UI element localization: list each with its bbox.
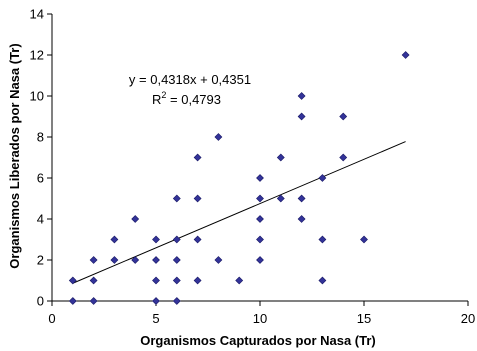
- data-point: [193, 194, 202, 203]
- trendline-equation: y = 0,4318x + 0,4351: [129, 72, 251, 87]
- data-point: [318, 235, 327, 244]
- y-tick-label: 2: [37, 253, 44, 268]
- data-point: [152, 297, 160, 305]
- data-point: [110, 256, 119, 264]
- data-point: [131, 215, 140, 223]
- data-point: [172, 276, 181, 285]
- y-tick-label: 4: [37, 212, 44, 227]
- r2-exponent: 2: [161, 90, 166, 100]
- data-point: [214, 256, 223, 264]
- data-point: [172, 194, 181, 203]
- x-axis-title: Organismos Capturados por Nasa (Tr): [140, 333, 376, 348]
- data-point: [276, 194, 285, 203]
- data-point: [193, 153, 202, 162]
- data-point: [152, 276, 160, 285]
- y-tick-label: 14: [30, 7, 44, 22]
- r2-prefix: R: [152, 92, 161, 107]
- data-point: [297, 92, 306, 100]
- data-point: [318, 276, 327, 285]
- data-points: [68, 51, 410, 305]
- data-point: [89, 297, 98, 305]
- data-point: [235, 276, 244, 285]
- data-point: [256, 235, 264, 244]
- data-point: [68, 297, 77, 305]
- data-point: [214, 133, 223, 141]
- data-point: [256, 194, 264, 203]
- data-point: [193, 235, 202, 244]
- x-ticks: 0 5 10 15 20: [48, 301, 475, 326]
- y-ticks: 0 2 4 6 8 10 12 14: [30, 7, 52, 309]
- x-tick-label: 15: [357, 311, 371, 326]
- r2-value: = 0,4793: [166, 92, 221, 107]
- data-point: [172, 297, 181, 305]
- y-tick-label: 0: [37, 294, 44, 309]
- data-point: [68, 276, 77, 285]
- data-point: [256, 174, 264, 182]
- x-tick-label: 20: [461, 311, 475, 326]
- data-point: [318, 174, 327, 182]
- data-point: [110, 235, 119, 244]
- data-point: [297, 215, 306, 223]
- x-tick-label: 10: [253, 311, 267, 326]
- data-point: [339, 112, 348, 121]
- data-point: [172, 256, 181, 264]
- data-point: [89, 256, 98, 264]
- data-point: [401, 51, 410, 59]
- data-point: [297, 112, 306, 121]
- y-tick-label: 10: [30, 89, 44, 104]
- data-point: [89, 276, 98, 285]
- x-tick-label: 0: [48, 311, 55, 326]
- data-point: [193, 276, 202, 285]
- y-tick-label: 8: [37, 130, 44, 145]
- data-point: [276, 153, 285, 162]
- trendline: [72, 141, 406, 284]
- data-point: [152, 235, 160, 244]
- data-point: [339, 153, 348, 162]
- data-point: [297, 194, 306, 203]
- data-point: [131, 256, 140, 264]
- y-tick-label: 12: [30, 48, 44, 63]
- data-point: [172, 235, 181, 244]
- data-point: [360, 235, 368, 244]
- data-point: [256, 256, 264, 264]
- trendline-r2: R2 = 0,4793: [152, 90, 221, 107]
- y-tick-label: 6: [37, 171, 44, 186]
- y-axis-title: Organismos Liberados por Nasa (Tr): [7, 43, 22, 268]
- data-point: [152, 256, 160, 264]
- x-tick-label: 5: [152, 311, 159, 326]
- data-point: [256, 215, 264, 223]
